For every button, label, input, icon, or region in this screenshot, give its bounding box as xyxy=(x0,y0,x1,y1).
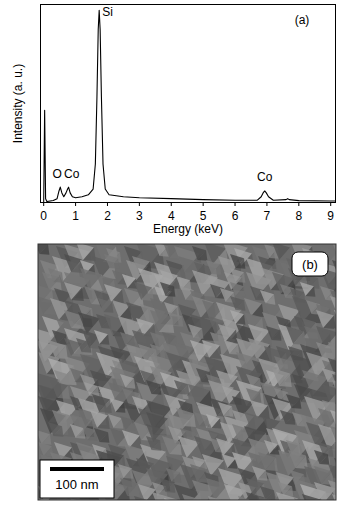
svg-text:3: 3 xyxy=(136,209,143,223)
svg-text:2: 2 xyxy=(104,209,111,223)
svg-text:(b): (b) xyxy=(302,257,318,272)
svg-text:7: 7 xyxy=(264,209,271,223)
svg-text:Co: Co xyxy=(257,170,273,184)
svg-text:5: 5 xyxy=(199,209,207,223)
svg-text:6: 6 xyxy=(232,209,239,223)
svg-text:100 nm: 100 nm xyxy=(55,477,98,492)
svg-text:0: 0 xyxy=(40,209,47,223)
svg-text:O: O xyxy=(52,167,61,181)
svg-text:Intensity (a. u.): Intensity (a. u.) xyxy=(11,64,25,143)
svg-text:1: 1 xyxy=(72,209,79,223)
svg-text:9: 9 xyxy=(327,209,334,223)
svg-text:Si: Si xyxy=(102,5,113,19)
svg-text:Co: Co xyxy=(64,167,80,181)
svg-text:8: 8 xyxy=(295,209,302,223)
svg-text:Energy (keV): Energy (keV) xyxy=(153,222,223,236)
svg-text:4: 4 xyxy=(167,209,175,223)
svg-text:(a): (a) xyxy=(295,13,310,27)
